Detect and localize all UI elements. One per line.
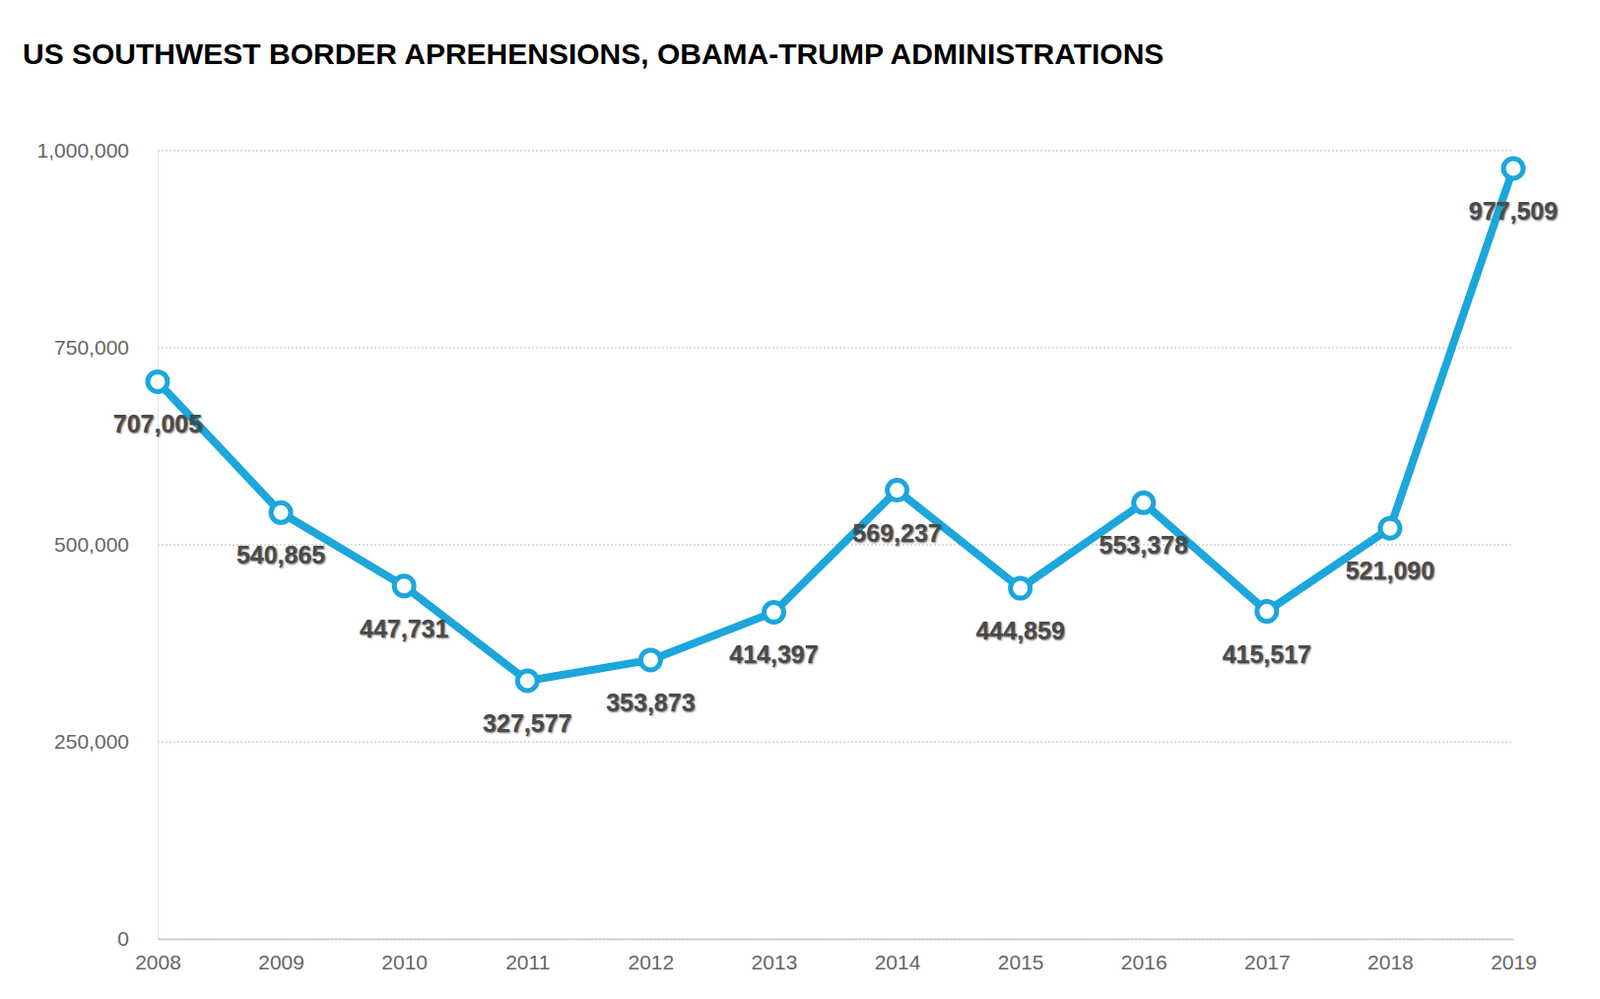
point [517, 670, 537, 691]
x-tick-label: 2014 [874, 950, 922, 974]
y-axis-line [157, 151, 159, 940]
data-label: 569,237 [852, 519, 941, 547]
x-tick-label: 2019 [1490, 950, 1537, 974]
point [1380, 518, 1400, 538]
line [157, 168, 1514, 681]
x-tick: 2012 [628, 938, 675, 974]
grid [157, 150, 1514, 939]
x-tick: 2009 [258, 938, 305, 974]
point [270, 502, 291, 523]
y-tick-label: 500,000 [54, 533, 130, 556]
x-tick-label: 2008 [134, 950, 182, 974]
x-tick: 2010 [381, 938, 428, 974]
y-axis: 0 250,000 500,000 750,000 1,000,000 [37, 138, 159, 950]
grid-line [157, 347, 1514, 349]
data-label: 414,397 [729, 640, 818, 668]
y-tick: 1,000,000 [37, 138, 158, 162]
data-label: 540,865 [236, 540, 326, 569]
grid-line [157, 741, 1514, 743]
data-label: 707,005 [113, 409, 202, 438]
data-labels: 707,005 540,865 447,731 327,577 353,873 414,3… [113, 197, 1558, 737]
y-tick-label: 0 [117, 927, 130, 950]
x-axis-line [158, 938, 1515, 941]
x-tick-label: 2018 [1367, 950, 1414, 974]
chart: US SOUTHWEST BORDER APREHENSIONS, OBAMA-… [0, 0, 1600, 999]
plot-area [147, 158, 1524, 691]
y-tick: 0 [117, 927, 158, 950]
x-tick-label: 2009 [258, 950, 305, 974]
point [763, 601, 784, 622]
x-tick: 2008 [134, 938, 182, 974]
x-tick: 2014 [874, 938, 922, 974]
point [1503, 158, 1524, 179]
data-label: 977,509 [1468, 197, 1558, 225]
title: US SOUTHWEST BORDER APREHENSIONS, OBAMA-… [22, 37, 1164, 70]
point [640, 650, 661, 670]
x-tick-label: 2012 [628, 950, 675, 974]
grid-line [157, 544, 1514, 546]
data-label: 521,090 [1345, 556, 1435, 585]
grid-line [157, 938, 1514, 940]
x-tick: 2013 [751, 938, 799, 974]
x-tick-label: 2015 [998, 950, 1045, 974]
point [887, 480, 908, 501]
x-tick: 2018 [1367, 938, 1414, 974]
point [1133, 492, 1154, 513]
x-tick-label: 2011 [505, 950, 550, 974]
x-tick: 2011 [505, 938, 550, 974]
x-tick-label: 2016 [1121, 950, 1168, 974]
y-tick-label: 1,000,000 [37, 138, 130, 162]
x-tick-label: 2010 [381, 950, 428, 974]
x-tick: 2017 [1244, 938, 1291, 974]
grid-line [157, 150, 1514, 152]
y-tick: 500,000 [54, 533, 158, 556]
point [1257, 601, 1277, 622]
point [394, 576, 414, 597]
y-tick: 250,000 [54, 730, 158, 753]
data-label: 447,731 [359, 614, 449, 643]
x-tick: 2015 [998, 938, 1045, 974]
data-label: 444,859 [975, 616, 1065, 645]
data-label: 415,517 [1222, 640, 1312, 668]
x-tick: 2016 [1121, 938, 1168, 974]
y-tick-label: 750,000 [54, 335, 130, 359]
y-tick: 750,000 [54, 335, 158, 359]
x-tick: 2019 [1490, 938, 1537, 974]
point [147, 371, 168, 392]
x-tick-label: 2017 [1244, 950, 1291, 974]
x-tick-label: 2013 [751, 950, 799, 974]
data-label: 353,873 [605, 688, 695, 717]
x-axis: 2008 2009 2010 2011 2012 2013 2014 2015 2016 2017… [134, 938, 1537, 974]
data-label: 553,378 [1099, 531, 1189, 559]
data-label: 327,577 [482, 709, 572, 737]
point [1010, 578, 1031, 599]
y-tick-label: 250,000 [54, 730, 130, 753]
